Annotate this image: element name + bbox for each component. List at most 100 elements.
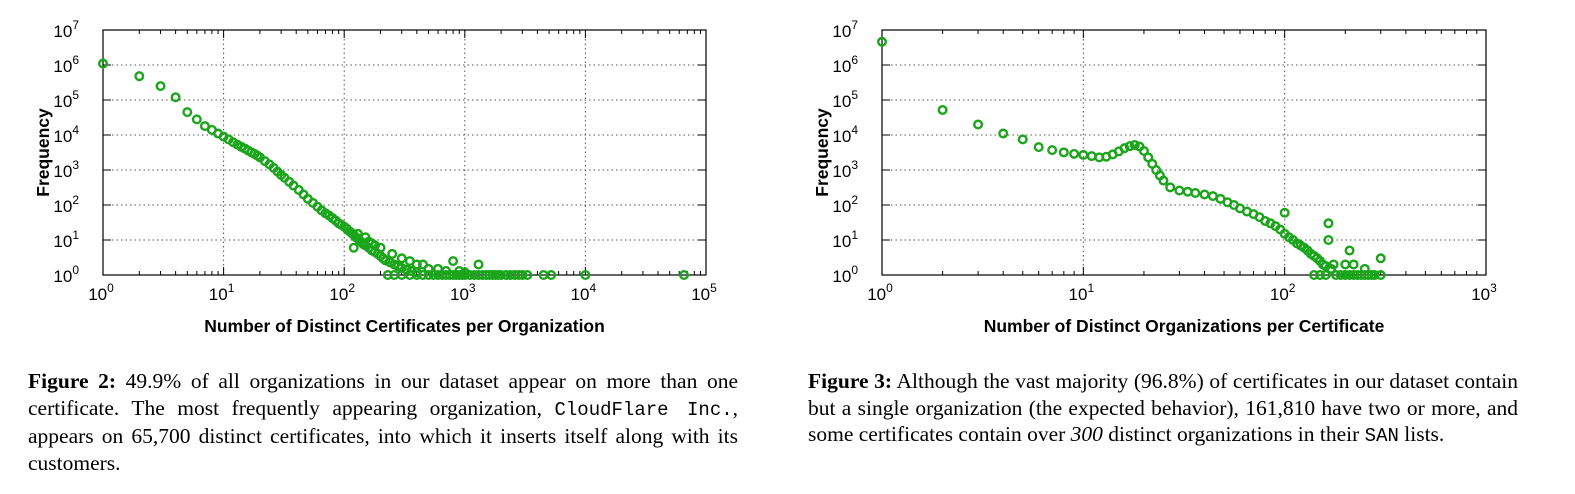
y-tick-label: 103	[53, 158, 79, 181]
data-point	[1323, 234, 1334, 245]
data-point	[1369, 270, 1380, 281]
caption-fragment: , appears on 65,700 distinct certificate…	[28, 395, 738, 475]
data-point	[1158, 175, 1169, 186]
grid	[103, 30, 706, 275]
data-point	[417, 270, 428, 281]
data-point	[134, 71, 145, 82]
data-point	[1375, 253, 1386, 264]
data-point	[1375, 270, 1386, 281]
data-point	[546, 270, 557, 281]
caption-fragment: SAN	[1364, 425, 1399, 447]
y-tick-label: 106	[53, 53, 79, 76]
y-tick-label: 105	[53, 88, 79, 111]
grid	[882, 30, 1486, 275]
figure-2-caption-text: 49.9% of all organizations in our datase…	[28, 369, 738, 475]
data-series	[876, 36, 1386, 281]
data-point	[1078, 149, 1089, 160]
data-point	[1279, 207, 1290, 218]
data-point	[423, 270, 434, 281]
data-point	[1017, 134, 1028, 145]
y-tick-label: 101	[53, 228, 79, 251]
figure-3-caption: Figure 3: Although the vast majority (96…	[808, 368, 1518, 450]
x-tick-label: 100	[867, 281, 893, 304]
data-point	[1331, 270, 1342, 281]
data-point	[580, 270, 591, 281]
data-point	[1124, 141, 1135, 152]
data-point	[396, 253, 407, 264]
data-point	[678, 270, 689, 281]
data-point	[517, 270, 528, 281]
data-point	[473, 259, 484, 270]
figure-2-caption: Figure 2: 49.9% of all organizations in …	[28, 368, 738, 476]
data-point	[170, 92, 181, 103]
data-point	[1182, 186, 1193, 197]
y-tick-label: 102	[53, 193, 79, 216]
data-point	[973, 119, 984, 130]
data-point	[375, 242, 386, 253]
y-tick-label: 106	[832, 53, 858, 76]
data-point	[423, 263, 434, 274]
data-point	[1348, 259, 1359, 270]
caption-fragment: 300	[1070, 422, 1103, 446]
data-point	[1359, 263, 1370, 274]
data-point	[1119, 143, 1130, 154]
y-tick-label: 107	[832, 18, 858, 41]
data-point	[1190, 188, 1201, 199]
y-tick-label: 100	[53, 263, 79, 286]
data-point	[182, 107, 193, 118]
x-axis-title: Number of Distinct Certificates per Orga…	[204, 316, 605, 336]
plot-frame	[102, 29, 707, 276]
x-tick-label: 101	[1069, 281, 1095, 304]
data-point	[1315, 270, 1326, 281]
data-point	[1340, 259, 1351, 270]
data-point	[411, 259, 422, 270]
y-tick-label: 107	[53, 18, 79, 41]
x-tick-label: 103	[450, 281, 476, 304]
figure-3-caption-text: Although the vast majority (96.8%) of ce…	[808, 369, 1519, 447]
data-point	[459, 270, 470, 281]
data-series	[97, 58, 689, 281]
figure-3-caption-label: Figure 3:	[808, 369, 893, 393]
y-tick-label: 104	[832, 123, 858, 146]
data-point	[1047, 145, 1058, 156]
caption-fragment: lists.	[1398, 422, 1445, 446]
ticks	[881, 29, 1487, 276]
data-point	[1344, 245, 1355, 256]
y-tick-label: 105	[832, 88, 858, 111]
data-point	[998, 128, 1009, 139]
data-point	[1323, 218, 1334, 229]
y-axis-title: Frequency	[812, 108, 832, 197]
data-point	[352, 228, 363, 239]
y-tick-label: 101	[832, 228, 858, 251]
plot-frame	[881, 29, 1487, 276]
figure-2: 100 101 102 103 104 105 100 101 102 103 104 105 106 1…	[0, 0, 760, 494]
caption-fragment: CloudFlare Inc.	[554, 398, 733, 421]
data-point	[937, 104, 948, 115]
data-point	[876, 36, 887, 47]
data-point	[496, 270, 507, 281]
x-tick-label: 102	[329, 281, 355, 304]
data-point	[97, 58, 108, 69]
data-point	[387, 248, 398, 259]
x-tick-label: 104	[571, 281, 597, 304]
x-tick-label: 103	[1471, 281, 1497, 304]
data-point	[1058, 147, 1069, 158]
ticks	[102, 29, 707, 276]
figure-2-chart: 100 101 102 103 104 105 100 101 102 103 104 105 106 1…	[33, 18, 717, 336]
data-point	[1309, 270, 1320, 281]
data-point	[348, 242, 359, 253]
y-tick-label: 102	[832, 193, 858, 216]
y-axis-title: Frequency	[33, 108, 53, 197]
data-point	[1033, 142, 1044, 153]
data-point	[1165, 182, 1176, 193]
data-point	[1199, 189, 1210, 200]
x-tick-label: 105	[691, 281, 717, 304]
data-point	[1086, 151, 1097, 162]
data-point	[1069, 148, 1080, 159]
figure-3-chart: 100 101 102 103 100 101 102 103 104 105 106 107 Numb…	[812, 18, 1497, 336]
y-tick-label: 103	[832, 158, 858, 181]
data-point	[1174, 185, 1185, 196]
data-point	[411, 270, 422, 281]
figure-3: 100 101 102 103 100 101 102 103 104 105 106 107 Numb…	[790, 0, 1575, 494]
caption-fragment: Although the vast majority (96.8%) of ce…	[808, 369, 1519, 446]
